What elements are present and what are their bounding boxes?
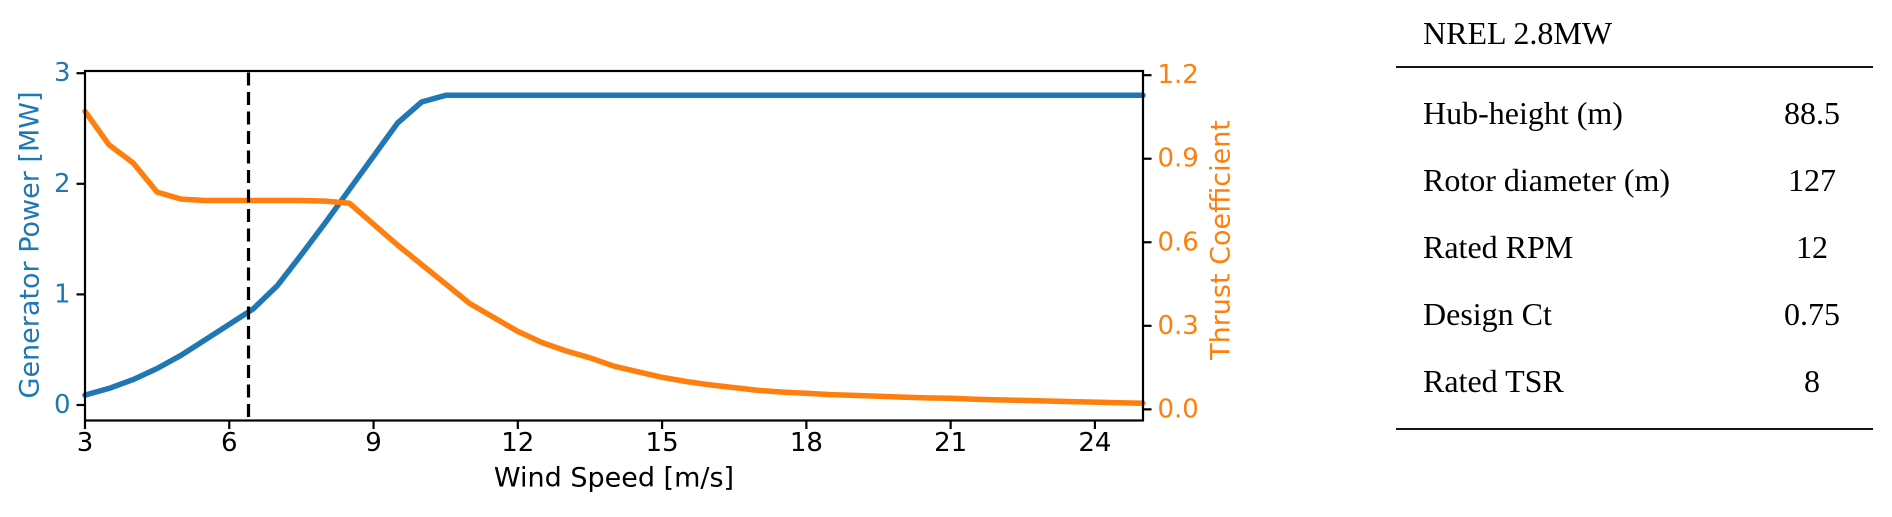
y-left-tick-label: 0 bbox=[54, 390, 71, 420]
table-row-label: Rated TSR bbox=[1423, 363, 1564, 399]
table-row-value: 0.75 bbox=[1784, 296, 1840, 332]
x-tick-label: 24 bbox=[1078, 428, 1111, 458]
y-left-tick-label: 1 bbox=[54, 279, 71, 309]
table-row: Rated RPM 12 bbox=[1396, 214, 1873, 281]
y-right-tick-label: 1.2 bbox=[1158, 60, 1199, 90]
y-axis-label-right: Thrust Coefficient bbox=[1206, 120, 1237, 361]
table-row-value: 12 bbox=[1796, 229, 1828, 265]
power-curve bbox=[82, 92, 1146, 398]
table-row: Design Ct 0.75 bbox=[1396, 281, 1873, 348]
axes-box bbox=[83, 69, 1145, 422]
y-right-tick-label: 0.9 bbox=[1158, 144, 1199, 174]
x-axis-label: Wind Speed [m/s] bbox=[494, 463, 734, 494]
spec-table-rows: Hub-height (m) 88.5 Rotor diameter (m) 127 R… bbox=[1396, 68, 1873, 428]
table-row-value: 127 bbox=[1788, 162, 1836, 198]
x-tick-label: 21 bbox=[934, 428, 967, 458]
y-left-tick-label: 3 bbox=[54, 58, 71, 88]
table-row-label: Design Ct bbox=[1423, 296, 1552, 332]
x-tick-label: 12 bbox=[501, 428, 534, 458]
y-right-tick-label: 0.6 bbox=[1158, 227, 1199, 257]
table-row: Hub-height (m) 88.5 bbox=[1396, 80, 1873, 147]
y-right-tick-label: 0.3 bbox=[1158, 311, 1199, 341]
turbine-spec-table: NREL 2.8MW Hub-height (m) 88.5 Rotor diame… bbox=[1396, 0, 1873, 430]
table-row-label: Hub-height (m) bbox=[1423, 95, 1623, 131]
table-rule-top bbox=[1396, 66, 1873, 68]
x-tick-label: 9 bbox=[365, 428, 382, 458]
y-left-tick-label: 2 bbox=[54, 169, 71, 199]
x-tick-label: 3 bbox=[77, 428, 94, 458]
table-row: Rated TSR 8 bbox=[1396, 348, 1873, 415]
table-rule-bottom bbox=[1396, 428, 1873, 430]
y-right-tick-label: 0.0 bbox=[1158, 394, 1199, 424]
x-tick-label: 18 bbox=[790, 428, 823, 458]
thrust-curve bbox=[82, 108, 1146, 406]
table-row-label: Rated RPM bbox=[1423, 229, 1574, 265]
y-axis-label-left: Generator Power [MW] bbox=[15, 92, 46, 399]
spec-table-title: NREL 2.8MW bbox=[1423, 15, 1613, 51]
x-tick-label: 15 bbox=[646, 428, 679, 458]
x-tick-label: 6 bbox=[221, 428, 238, 458]
table-row: Rotor diameter (m) 127 bbox=[1396, 147, 1873, 214]
table-row-value: 8 bbox=[1804, 363, 1820, 399]
table-row-value: 88.5 bbox=[1784, 95, 1840, 131]
table-row-label: Rotor diameter (m) bbox=[1423, 162, 1671, 198]
